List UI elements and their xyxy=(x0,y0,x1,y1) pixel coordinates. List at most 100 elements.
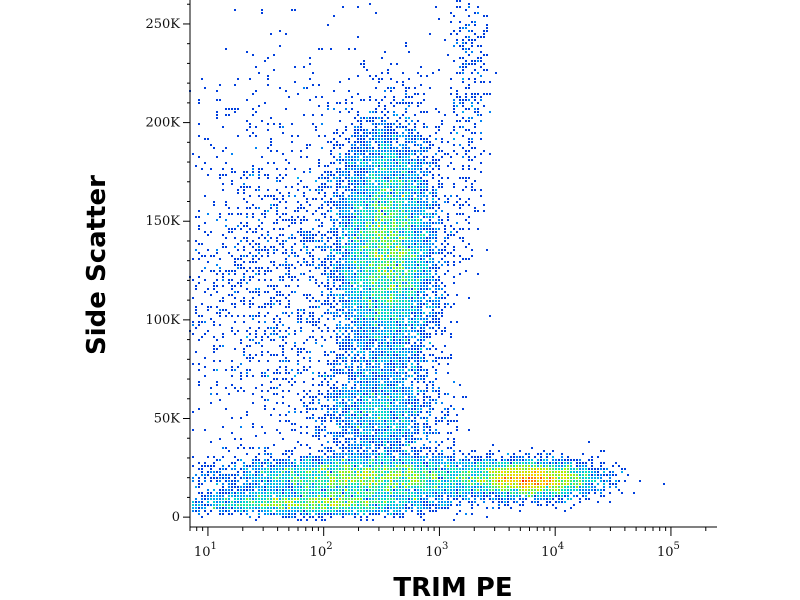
event-dot xyxy=(417,339,419,341)
event-dot xyxy=(327,414,329,416)
event-dot xyxy=(369,378,371,380)
event-dot xyxy=(411,267,413,269)
event-dot xyxy=(363,432,365,434)
event-dot xyxy=(411,393,413,395)
event-dot xyxy=(372,195,374,197)
event-dot xyxy=(387,408,389,410)
event-dot xyxy=(378,390,380,392)
event-dot xyxy=(360,240,362,242)
event-dot xyxy=(369,426,371,428)
event-dot xyxy=(372,375,374,377)
event-dot xyxy=(336,390,338,392)
event-dot xyxy=(381,282,383,284)
event-dot xyxy=(501,459,503,461)
event-dot xyxy=(282,483,284,485)
event-dot xyxy=(408,246,410,248)
event-dot xyxy=(450,465,452,467)
event-dot xyxy=(321,246,323,248)
event-dot xyxy=(354,291,356,293)
event-dot xyxy=(366,378,368,380)
event-dot xyxy=(420,390,422,392)
event-dot xyxy=(363,300,365,302)
event-dot xyxy=(585,477,587,479)
event-dot xyxy=(414,429,416,431)
event-dot xyxy=(360,381,362,383)
event-dot xyxy=(324,186,326,188)
event-dot xyxy=(366,261,368,263)
event-dot xyxy=(378,258,380,260)
event-dot xyxy=(450,480,452,482)
event-dot xyxy=(330,414,332,416)
event-dot xyxy=(396,411,398,413)
event-dot xyxy=(492,486,494,488)
event-dot xyxy=(420,66,422,68)
event-dot xyxy=(396,336,398,338)
event-dot xyxy=(363,261,365,263)
event-dot xyxy=(351,480,353,482)
event-dot xyxy=(378,243,380,245)
event-dot xyxy=(348,375,350,377)
event-dot xyxy=(381,459,383,461)
event-dot xyxy=(333,294,335,296)
event-dot xyxy=(375,75,377,77)
event-dot xyxy=(423,303,425,305)
event-dot xyxy=(354,354,356,356)
event-dot xyxy=(366,360,368,362)
event-dot xyxy=(492,471,494,473)
event-dot xyxy=(297,363,299,365)
event-dot xyxy=(375,465,377,467)
event-dot xyxy=(438,159,440,161)
event-dot xyxy=(333,441,335,443)
event-dot xyxy=(408,321,410,323)
event-dot xyxy=(384,213,386,215)
event-dot xyxy=(432,216,434,218)
event-dot xyxy=(324,339,326,341)
event-dot xyxy=(402,420,404,422)
event-dot xyxy=(366,471,368,473)
event-dot xyxy=(405,408,407,410)
event-dot xyxy=(429,234,431,236)
event-dot xyxy=(375,303,377,305)
event-dot xyxy=(393,408,395,410)
event-dot xyxy=(435,402,437,404)
event-dot xyxy=(402,351,404,353)
event-dot xyxy=(429,255,431,257)
event-dot xyxy=(438,183,440,185)
event-dot xyxy=(447,504,449,506)
event-dot xyxy=(459,177,461,179)
event-dot xyxy=(345,165,347,167)
event-dot xyxy=(279,483,281,485)
event-dot xyxy=(408,330,410,332)
event-dot xyxy=(381,360,383,362)
event-dot xyxy=(351,282,353,284)
event-dot xyxy=(369,312,371,314)
event-dot xyxy=(408,474,410,476)
event-dot xyxy=(342,447,344,449)
event-dot xyxy=(375,231,377,233)
event-dot xyxy=(318,429,320,431)
event-dot xyxy=(567,495,569,497)
event-dot xyxy=(561,492,563,494)
event-dot xyxy=(390,216,392,218)
event-dot xyxy=(459,126,461,128)
event-dot xyxy=(360,249,362,251)
event-dot xyxy=(567,477,569,479)
event-dot xyxy=(321,303,323,305)
event-dot xyxy=(396,210,398,212)
event-dot xyxy=(405,261,407,263)
event-dot xyxy=(420,378,422,380)
event-dot xyxy=(555,501,557,503)
event-dot xyxy=(318,486,320,488)
event-dot xyxy=(384,441,386,443)
event-dot xyxy=(384,195,386,197)
event-dot xyxy=(423,189,425,191)
event-dot xyxy=(354,186,356,188)
event-dot xyxy=(363,219,365,221)
event-dot xyxy=(426,225,428,227)
event-dot xyxy=(570,498,572,500)
event-dot xyxy=(378,276,380,278)
event-dot xyxy=(321,189,323,191)
event-dot xyxy=(441,330,443,332)
event-dot xyxy=(390,426,392,428)
event-dot xyxy=(360,336,362,338)
